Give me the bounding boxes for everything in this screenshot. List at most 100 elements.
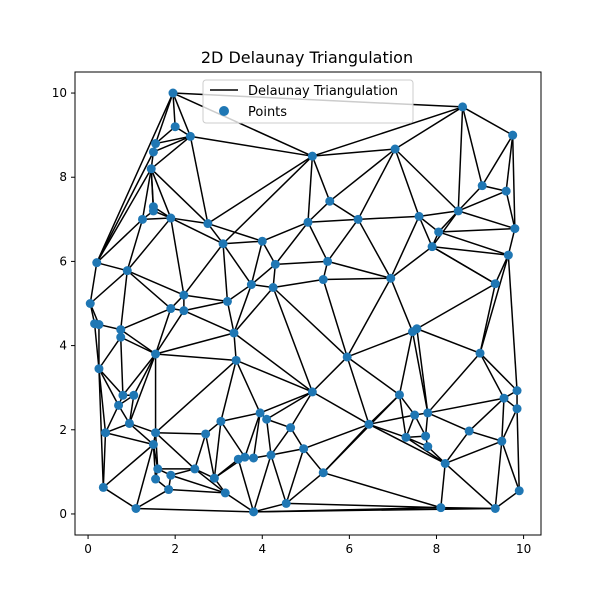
triangulation-edge (273, 278, 324, 289)
triangulation-edge (98, 368, 105, 488)
triangulation-edge (89, 262, 98, 304)
triangulation-edge (468, 397, 505, 432)
triangulation-edge (427, 397, 505, 414)
triangulation-edge (416, 328, 429, 414)
data-point (148, 440, 158, 450)
triangulation-edge (183, 309, 235, 334)
data-point (477, 181, 487, 191)
triangulation-edge (311, 391, 370, 425)
data-point (118, 390, 128, 400)
data-point (246, 280, 256, 290)
triangulation-edge (444, 430, 470, 464)
triangulation-edge (346, 331, 413, 358)
triangulation-edge (102, 443, 154, 489)
triangulation-edge (427, 352, 481, 414)
data-point (497, 436, 507, 446)
y-tick-label: 2 (59, 423, 67, 437)
triangulation-edge (98, 368, 124, 396)
triangulation-edge (172, 92, 176, 127)
triangulation-edge (272, 287, 314, 393)
triangulation-edge (275, 260, 328, 266)
data-point (148, 206, 158, 216)
triangulation-edge (390, 246, 433, 279)
data-point (503, 250, 513, 260)
data-point (414, 211, 424, 221)
triangulation-edge (155, 332, 235, 355)
legend-point-swatch (219, 106, 229, 116)
data-point (266, 450, 276, 460)
triangulation-edge (457, 185, 483, 212)
data-point (166, 213, 176, 223)
triangulation-edge (190, 135, 313, 157)
triangulation-edge (223, 240, 263, 245)
triangulation-edge (105, 431, 154, 446)
triangulation-edge (494, 254, 510, 285)
triangulation-edge (96, 218, 144, 264)
triangulation-edge (98, 368, 120, 406)
triangulation-edge (142, 217, 171, 221)
triangulation-edge (226, 283, 252, 303)
data-point (129, 390, 139, 400)
x-tick-label: 10 (516, 542, 531, 556)
data-point (268, 283, 278, 293)
data-point (114, 400, 124, 410)
triangulation-edge (507, 255, 518, 391)
triangulation-edge (357, 148, 396, 220)
data-point (512, 386, 522, 396)
triangulation-edge (458, 210, 516, 230)
data-point (203, 219, 213, 229)
triangulation-edge (507, 228, 516, 256)
triangulation-edge (170, 217, 185, 296)
data-point (92, 258, 102, 268)
triangulation-edge (346, 277, 392, 358)
triangulation-edge (224, 492, 254, 513)
triangulation-edge (274, 221, 309, 265)
data-point (401, 432, 411, 442)
triangulation-edge (122, 353, 157, 396)
legend-label-points: Points (248, 105, 287, 120)
data-point (151, 428, 161, 438)
triangulation-edge (501, 440, 520, 492)
triangulation-edge (207, 222, 263, 242)
triangulation-edge (155, 432, 196, 470)
triangulation-edge (285, 448, 305, 504)
legend-box (202, 79, 414, 124)
triangulation-edge (155, 135, 191, 145)
triangulation-edge (323, 277, 391, 281)
triangulation-edge (150, 168, 209, 225)
data-point (122, 266, 132, 276)
triangulation-edge (494, 441, 503, 509)
data-point (307, 387, 317, 397)
triangulation-edge (270, 427, 292, 456)
data-point (94, 320, 104, 330)
data-point (166, 304, 176, 314)
triangulation-edge (307, 200, 331, 223)
triangulation-edge (398, 331, 414, 395)
triangulation-edge (394, 106, 464, 150)
data-point (436, 503, 446, 513)
y-tick-label: 10 (52, 86, 67, 100)
triangulation-edge (183, 243, 224, 296)
triangulation-edge (235, 360, 261, 414)
triangulation-edge (170, 217, 224, 245)
triangulation-edge (129, 422, 156, 434)
triangulation-edge (346, 356, 370, 425)
triangulation-edge (390, 277, 414, 332)
triangulation-edge (416, 328, 481, 354)
x-tick-label: 0 (84, 542, 92, 556)
y-tick-label: 6 (59, 254, 67, 268)
triangulation-edge (119, 337, 124, 396)
triangulation-edge (303, 423, 370, 450)
triangulation-edge (418, 216, 433, 247)
triangulation-edge (222, 243, 229, 302)
triangulation-edge (128, 395, 135, 424)
x-tick-label: 8 (433, 542, 441, 556)
data-point (216, 416, 226, 426)
triangulation-edge (511, 135, 516, 229)
triangulation-edge (432, 245, 509, 256)
data-point (423, 442, 433, 452)
triangulation-edge (220, 412, 261, 423)
data-point (281, 498, 291, 508)
triangulation-edge (220, 420, 246, 458)
triangulation-edge (394, 148, 420, 217)
